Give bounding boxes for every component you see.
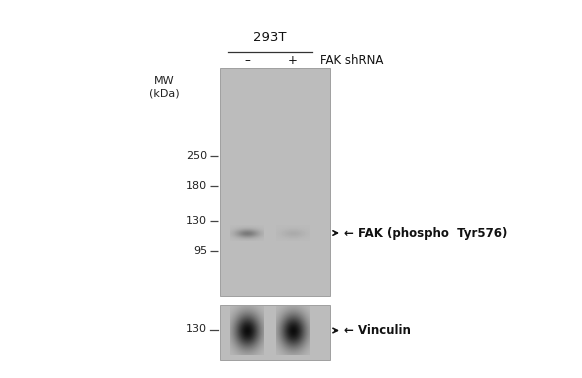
Text: +: + bbox=[288, 54, 298, 68]
Text: 130: 130 bbox=[186, 216, 207, 226]
Bar bbox=[220, 68, 330, 296]
Text: ← FAK (phospho  Tyr576): ← FAK (phospho Tyr576) bbox=[344, 226, 508, 240]
Text: 250: 250 bbox=[186, 151, 207, 161]
Text: MW
(kDa): MW (kDa) bbox=[148, 76, 179, 98]
Text: ← Vinculin: ← Vinculin bbox=[344, 324, 411, 337]
Text: 95: 95 bbox=[193, 246, 207, 256]
Text: 293T: 293T bbox=[253, 31, 287, 44]
Text: 130: 130 bbox=[186, 324, 207, 335]
Bar bbox=[220, 305, 330, 360]
Text: –: – bbox=[244, 54, 250, 68]
Text: 180: 180 bbox=[186, 181, 207, 191]
Text: FAK shRNA: FAK shRNA bbox=[320, 54, 384, 68]
